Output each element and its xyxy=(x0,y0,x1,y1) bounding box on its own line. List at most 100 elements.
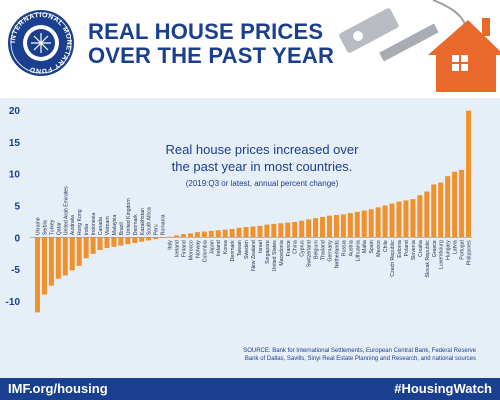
bar xyxy=(410,199,416,238)
category-label: Singapore xyxy=(265,240,271,264)
bar xyxy=(424,191,430,238)
bar xyxy=(118,237,124,246)
category-label: Australia xyxy=(70,215,76,235)
bar xyxy=(340,214,346,238)
bar xyxy=(299,220,305,238)
footer-url-link[interactable]: IMF.org/housing xyxy=(8,381,108,396)
category-label: Estonia xyxy=(397,240,403,257)
category-label: Iceland xyxy=(175,240,181,257)
bar xyxy=(459,169,465,238)
category-label: Norway xyxy=(195,240,201,258)
category-label: Brazil xyxy=(119,222,125,235)
category-label: New Zealand xyxy=(251,240,257,271)
category-label: Croatia xyxy=(418,240,424,257)
bar xyxy=(83,237,89,259)
category-label: Finland xyxy=(181,240,187,257)
bar xyxy=(187,233,193,238)
bar xyxy=(389,203,395,238)
category-label: Netherlands xyxy=(334,240,340,268)
source-note-line-1: SOURCE: Bank for International Settlemen… xyxy=(243,348,476,354)
category-label: Spain xyxy=(369,240,375,253)
y-tick-label: 0 xyxy=(14,233,20,244)
bar xyxy=(292,222,298,238)
bar xyxy=(208,230,214,238)
category-label: Ireland xyxy=(216,240,222,256)
bar xyxy=(445,176,451,238)
bar xyxy=(48,237,54,286)
bars xyxy=(34,110,472,313)
category-label: Italy xyxy=(168,240,174,250)
bar xyxy=(326,215,332,238)
category-label: Belgium xyxy=(314,240,320,259)
bar xyxy=(69,237,75,271)
category-label: India xyxy=(84,224,90,235)
category-label: Thailand xyxy=(321,240,327,260)
bar xyxy=(361,210,367,238)
category-label: Kazakhstan xyxy=(140,208,146,235)
y-tick-label: 5 xyxy=(14,201,20,212)
category-label: Germany xyxy=(327,240,333,262)
bar xyxy=(257,225,263,238)
bar xyxy=(139,237,145,242)
category-label: Greece xyxy=(432,240,438,257)
category-label: Latvia xyxy=(453,240,459,254)
bar xyxy=(153,237,159,240)
category-label: Korea xyxy=(223,240,229,254)
bar xyxy=(417,195,423,238)
chart-subtitle: (2019:Q3 or latest, annual percent chang… xyxy=(186,179,339,188)
bar xyxy=(236,227,242,238)
bar xyxy=(174,235,180,238)
bar xyxy=(368,209,374,238)
category-label: United States xyxy=(272,240,278,272)
category-label: Slovenia xyxy=(411,240,417,260)
category-label: Malaysia xyxy=(112,215,118,236)
bar xyxy=(271,223,277,238)
y-axis: -10 -5 0 5 10 15 20 xyxy=(6,106,21,308)
bar xyxy=(229,229,235,238)
y-tick-label: 15 xyxy=(9,138,21,149)
category-label: Taiwan xyxy=(237,240,243,256)
category-label: Czech Republic xyxy=(390,240,396,277)
bar xyxy=(278,223,284,238)
page-title: REAL HOUSE PRICES OVER THE PAST YEAR xyxy=(88,20,334,68)
imf-seal-logo: INTERNATIONAL MONETARY FUND xyxy=(8,10,74,76)
header: INTERNATIONAL MONETARY FUND REAL HOUSE P… xyxy=(0,0,500,98)
bar xyxy=(452,171,458,238)
bar xyxy=(382,205,388,238)
bar xyxy=(111,237,117,247)
y-tick-label: -10 xyxy=(6,297,21,308)
chart-title-line-1: Real house prices increased over xyxy=(166,142,360,157)
category-label: Denmark xyxy=(230,240,236,261)
bar xyxy=(201,231,207,238)
bar xyxy=(125,237,131,245)
bar xyxy=(90,237,96,254)
bar xyxy=(97,237,103,250)
category-label: United Kingdom xyxy=(126,198,132,235)
title-line-1: REAL HOUSE PRICES xyxy=(88,19,324,44)
bar xyxy=(222,229,228,238)
category-labels: Ukraine Serbia Turkey Qatar United Arab Emir… xyxy=(35,186,472,278)
bar xyxy=(431,184,437,238)
category-label: Philippines xyxy=(467,240,473,265)
y-tick-label: 10 xyxy=(9,170,21,181)
house-icon xyxy=(428,18,500,92)
house-key-illustration xyxy=(339,0,500,92)
bar xyxy=(76,237,82,266)
category-label: Sweden xyxy=(244,240,250,259)
bar xyxy=(104,237,110,249)
category-label: Denmark xyxy=(133,214,139,235)
bar xyxy=(180,234,186,238)
category-label: Mexico xyxy=(376,240,382,257)
bar xyxy=(313,218,319,238)
category-label: Indonesia xyxy=(91,213,97,236)
bar xyxy=(264,224,270,238)
bar xyxy=(146,237,152,241)
y-tick-label: 20 xyxy=(9,106,21,117)
category-label: Hong Kong xyxy=(77,209,83,235)
bar xyxy=(285,222,291,238)
bar xyxy=(396,201,402,238)
bar xyxy=(320,216,326,238)
category-label: Vietnam xyxy=(105,216,111,235)
bar xyxy=(375,207,381,238)
